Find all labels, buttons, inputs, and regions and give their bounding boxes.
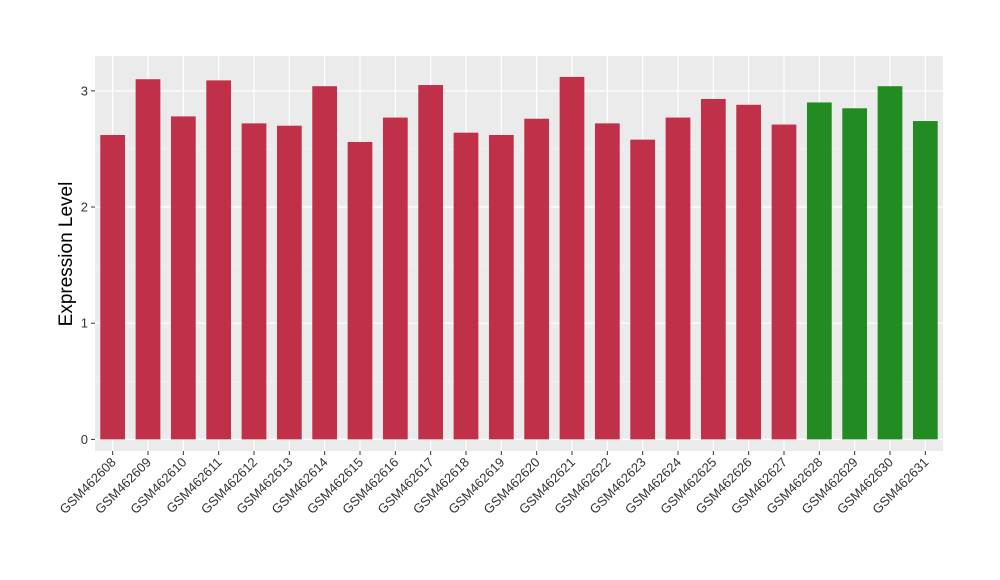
bar-GSM462614	[312, 86, 338, 440]
bar-GSM462621	[559, 76, 585, 440]
bar-GSM462611	[206, 80, 232, 440]
x-axis: GSM462608GSM462609GSM462610GSM462611GSM4…	[57, 451, 931, 517]
bar-GSM462620	[524, 118, 550, 440]
bar-GSM462630	[877, 86, 903, 440]
bar-GSM462625	[700, 98, 726, 440]
bar-GSM462628	[806, 102, 832, 440]
bar-GSM462612	[241, 123, 267, 440]
y-tick-label: 2	[81, 200, 88, 215]
bar-GSM462615	[347, 141, 373, 440]
y-tick-label: 3	[81, 83, 88, 98]
bar-GSM462609	[135, 79, 161, 440]
bar-GSM462610	[170, 116, 196, 440]
bar-GSM462629	[842, 108, 868, 440]
bar-GSM462616	[382, 117, 408, 440]
bar-GSM462624	[665, 117, 691, 440]
bar-GSM462622	[594, 123, 620, 440]
bar-GSM462613	[276, 125, 302, 440]
y-axis-title: Expression Level	[56, 182, 77, 327]
bar-GSM462617	[418, 85, 444, 440]
y-tick-label: 1	[81, 316, 88, 331]
plot-panel	[95, 56, 943, 451]
bar-GSM462623	[630, 139, 656, 440]
bar-GSM462627	[771, 124, 797, 440]
bar-GSM462608	[100, 135, 126, 440]
bar-GSM462619	[488, 135, 514, 440]
bars	[100, 76, 938, 440]
y-tick-label: 0	[81, 432, 88, 447]
minor-gridlines	[95, 148, 943, 382]
bar-GSM462631	[912, 121, 938, 440]
bar-GSM462618	[453, 132, 479, 440]
y-axis: 0 1 2 3	[81, 83, 95, 447]
bar-GSM462626	[736, 104, 762, 440]
